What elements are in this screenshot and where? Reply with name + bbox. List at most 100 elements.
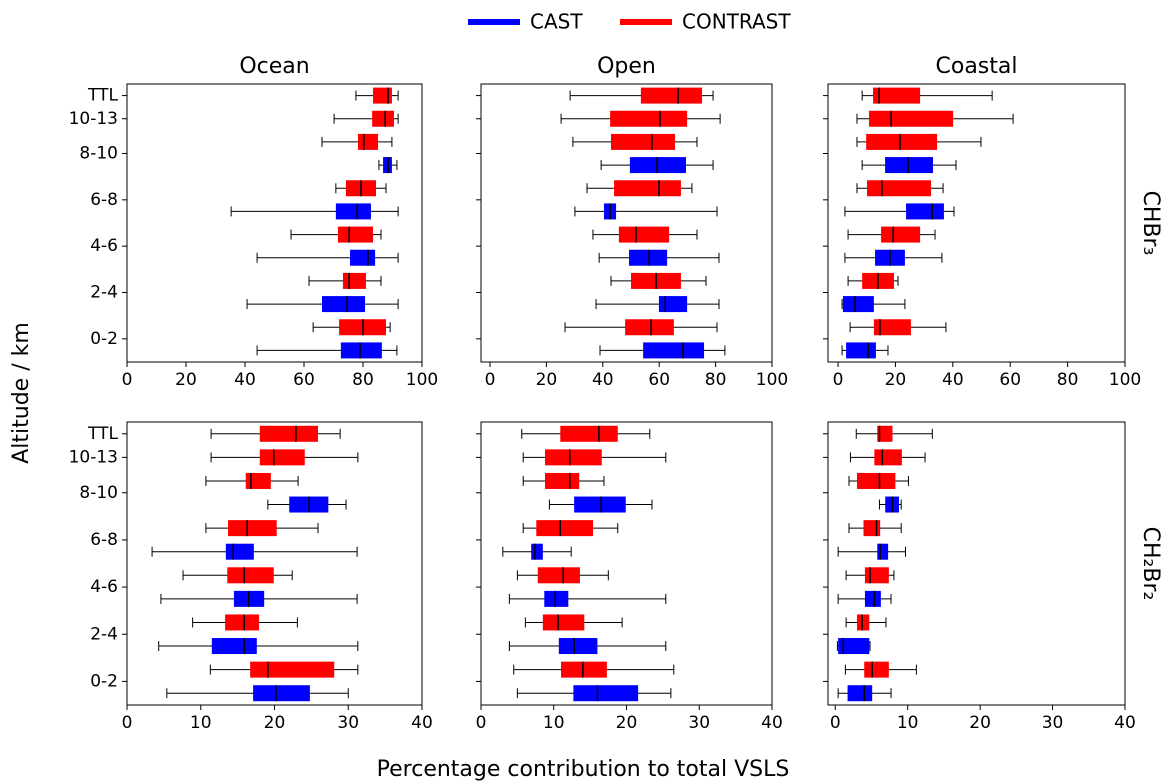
x-tick-label: 30 <box>688 713 710 733</box>
x-tick-label: 80 <box>352 370 374 390</box>
box <box>545 449 602 466</box>
box <box>864 590 881 607</box>
box <box>542 614 585 631</box>
box <box>842 296 874 313</box>
x-tick-label: 30 <box>1042 713 1064 733</box>
box <box>227 567 274 584</box>
y-tick-label: 4-6 <box>90 236 118 256</box>
panel-title: Open <box>597 54 656 79</box>
box <box>640 87 703 104</box>
x-tick-label: 80 <box>705 370 727 390</box>
x-tick-label: 30 <box>337 713 359 733</box>
y-tick-label: 2-4 <box>90 283 118 303</box>
plot-frame <box>827 421 1126 706</box>
y-tick-label: 4-6 <box>90 577 118 597</box>
x-tick-label: 20 <box>175 370 197 390</box>
y-tick-label: TTL <box>87 424 118 444</box>
x-tick-label: 10 <box>543 713 565 733</box>
box <box>866 133 938 150</box>
box <box>537 567 580 584</box>
x-tick-label: 20 <box>536 370 558 390</box>
x-tick-label: 40 <box>1114 713 1136 733</box>
box <box>357 133 379 150</box>
x-tick-label: 40 <box>411 713 433 733</box>
row-label: CH₂Br₂ <box>1138 527 1163 601</box>
x-tick-label: 0 <box>485 370 496 390</box>
box <box>881 226 921 243</box>
panel-title: Coastal <box>936 54 1018 79</box>
x-tick-label: 60 <box>293 370 315 390</box>
box <box>253 685 310 702</box>
box <box>259 425 319 442</box>
box <box>874 449 902 466</box>
x-tick-label: 60 <box>648 370 670 390</box>
box <box>335 203 371 220</box>
x-tick-label: 20 <box>969 713 991 733</box>
x-tick-label: 100 <box>1109 370 1141 390</box>
plot-frame <box>480 83 773 363</box>
box <box>373 87 392 104</box>
box <box>877 543 889 560</box>
y-tick-label: 0-2 <box>90 671 118 691</box>
box <box>561 661 607 678</box>
box <box>864 661 889 678</box>
box <box>867 180 932 197</box>
box <box>558 638 598 655</box>
x-tick-label: 100 <box>756 370 788 390</box>
box <box>873 319 911 336</box>
y-axis-label: Altitude / km <box>9 322 34 464</box>
box <box>259 449 305 466</box>
box <box>625 319 674 336</box>
x-tick-label: 20 <box>264 713 286 733</box>
box <box>245 472 271 489</box>
box <box>225 614 260 631</box>
y-tick-label: 0-2 <box>90 329 118 349</box>
y-tick-label: 6-8 <box>90 190 118 210</box>
box <box>856 614 870 631</box>
x-tick-label: 0 <box>122 713 133 733</box>
y-tick-label: 2-4 <box>90 624 118 644</box>
x-tick-label: 0 <box>122 370 133 390</box>
box <box>321 296 366 313</box>
box <box>885 157 934 174</box>
box <box>342 272 366 289</box>
box <box>658 296 688 313</box>
box <box>618 226 670 243</box>
plot-frame <box>827 83 1126 363</box>
box <box>337 226 374 243</box>
x-tick-label: 40 <box>761 713 783 733</box>
box <box>372 110 394 127</box>
x-axis-label: Percentage contribution to total VSLS <box>377 757 790 782</box>
box <box>869 110 954 127</box>
y-tick-label: 10-13 <box>69 109 118 129</box>
box <box>856 472 896 489</box>
box <box>873 87 921 104</box>
box <box>544 590 569 607</box>
box <box>864 567 889 584</box>
x-tick-label: 100 <box>406 370 438 390</box>
x-tick-label: 40 <box>234 370 256 390</box>
box <box>838 638 870 655</box>
box <box>350 249 376 266</box>
box <box>846 342 876 359</box>
box <box>228 520 277 537</box>
box <box>573 685 639 702</box>
box <box>225 543 254 560</box>
x-tick-label: 10 <box>190 713 212 733</box>
x-tick-label: 0 <box>476 713 487 733</box>
x-tick-label: 10 <box>897 713 919 733</box>
y-tick-label: 6-8 <box>90 530 118 550</box>
x-tick-label: 0 <box>830 713 841 733</box>
box <box>629 157 686 174</box>
box <box>643 342 705 359</box>
y-tick-label: 8-10 <box>79 144 118 164</box>
legend-label: CAST <box>530 10 583 34</box>
x-tick-label: 40 <box>592 370 614 390</box>
plot-frame <box>480 421 773 706</box>
box <box>629 249 668 266</box>
box <box>545 472 580 489</box>
y-tick-label: 8-10 <box>79 483 118 503</box>
box <box>574 496 626 513</box>
box <box>610 110 688 127</box>
